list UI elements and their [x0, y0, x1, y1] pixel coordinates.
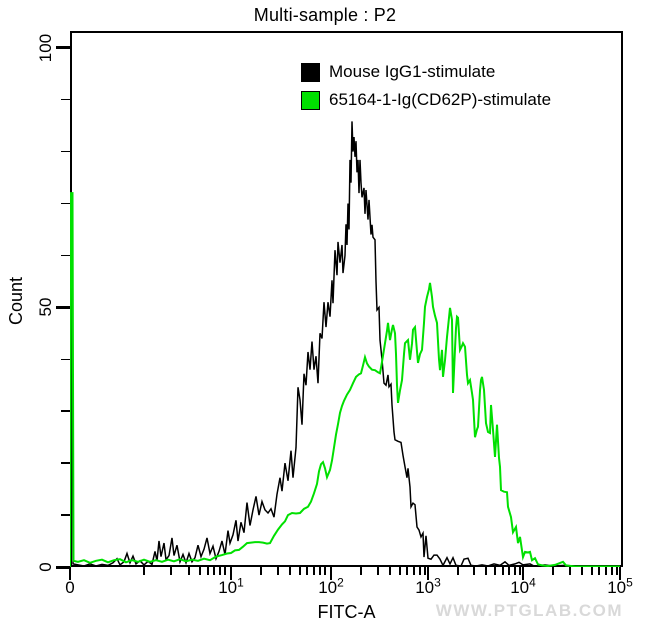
x-minor-tick	[611, 567, 613, 575]
x-minor-tick	[485, 567, 487, 575]
y-major-tick	[56, 305, 70, 309]
x-tick-exponent: 1	[237, 575, 244, 590]
x-tick-exponent: 5	[626, 575, 633, 590]
plot-border	[70, 31, 623, 567]
legend-item-1: 65164-1-Ig(CD62P)-stimulate	[301, 90, 552, 110]
x-tick-exponent: 3	[434, 575, 441, 590]
y-minor-tick	[61, 150, 70, 153]
x-minor-tick	[502, 567, 504, 575]
x-minor-tick	[319, 567, 321, 575]
x-minor-tick	[389, 567, 391, 575]
x-minor-tick	[552, 567, 554, 575]
x-minor-tick	[219, 567, 221, 575]
x-minor-tick	[419, 567, 421, 575]
x-minor-tick	[399, 567, 401, 575]
x-minor-tick	[581, 567, 583, 575]
y-tick-label: 50	[36, 297, 55, 317]
x-minor-tick	[213, 567, 215, 575]
x-tick-label: 101	[218, 575, 244, 597]
y-minor-tick	[61, 98, 70, 101]
x-minor-tick	[313, 567, 315, 575]
x-minor-tick	[514, 567, 516, 575]
x-minor-tick	[260, 567, 262, 575]
x-tick-exponent: 2	[337, 575, 344, 590]
x-minor-tick	[424, 567, 426, 575]
x-tick-label: 104	[510, 575, 536, 597]
x-minor-tick	[306, 567, 308, 575]
y-minor-tick	[61, 202, 70, 205]
x-major-tick	[522, 567, 524, 580]
x-tick-exponent: 4	[529, 575, 536, 590]
x-minor-tick	[616, 567, 618, 575]
x-minor-tick	[406, 567, 408, 575]
x-tick-label: 0	[65, 578, 75, 597]
x-minor-tick	[277, 567, 279, 575]
y-minor-tick	[61, 514, 70, 516]
histogram-curve-1	[70, 192, 620, 567]
x-minor-tick	[224, 567, 226, 575]
x-minor-tick	[299, 567, 301, 575]
x-minor-tick	[598, 567, 600, 575]
y-tick-label: 0	[36, 562, 55, 572]
x-minor-tick	[605, 567, 607, 575]
x-major-tick	[330, 567, 332, 580]
y-minor-tick	[61, 410, 70, 412]
legend-label-0: Mouse IgG1-stimulate	[329, 62, 496, 81]
legend: Mouse IgG1-stimulate 65164-1-Ig(CD62P)-st…	[301, 62, 552, 110]
y-major-tick	[56, 565, 70, 569]
x-tick-label: 103	[415, 575, 441, 597]
x-minor-tick	[377, 567, 379, 575]
x-minor-tick	[508, 567, 510, 575]
x-minor-tick	[457, 567, 459, 575]
x-minor-tick	[207, 567, 209, 575]
legend-swatch-1	[301, 90, 320, 110]
x-axis-label: FITC-A	[317, 602, 376, 622]
legend-label-1: 65164-1-Ig(CD62P)-stimulate	[329, 90, 552, 109]
y-minor-tick	[61, 358, 70, 361]
x-minor-tick	[199, 567, 201, 575]
x-major-tick	[427, 567, 429, 580]
x-major-tick	[230, 567, 232, 580]
plot-area	[70, 31, 623, 567]
x-tick-label: 102	[318, 575, 344, 597]
y-minor-tick	[61, 462, 70, 464]
x-minor-tick	[494, 567, 496, 575]
x-minor-tick	[413, 567, 415, 575]
legend-swatch-0	[301, 62, 320, 82]
chart-title: Multi-sample : P2	[253, 5, 397, 25]
x-minor-tick	[170, 567, 172, 575]
y-major-tick	[56, 46, 70, 50]
y-minor-tick	[61, 254, 70, 257]
x-minor-tick	[143, 567, 145, 575]
y-axis-label: Count	[6, 276, 26, 326]
watermark: WWW.PTGLAB.COM	[435, 601, 623, 620]
x-minor-tick	[289, 567, 291, 575]
x-minor-tick	[473, 567, 475, 575]
x-minor-tick	[591, 567, 593, 575]
histogram-curve-0	[70, 121, 620, 567]
x-minor-tick	[519, 567, 521, 575]
x-minor-tick	[188, 567, 190, 575]
x-minor-tick	[360, 567, 362, 575]
x-minor-tick	[324, 567, 326, 575]
x-major-tick	[69, 567, 71, 580]
x-minor-tick	[569, 567, 571, 575]
legend-item-0: Mouse IgG1-stimulate	[301, 62, 551, 82]
y-tick-label: 100	[36, 33, 55, 62]
x-major-tick	[619, 567, 621, 580]
x-tick-label: 105	[607, 575, 633, 597]
